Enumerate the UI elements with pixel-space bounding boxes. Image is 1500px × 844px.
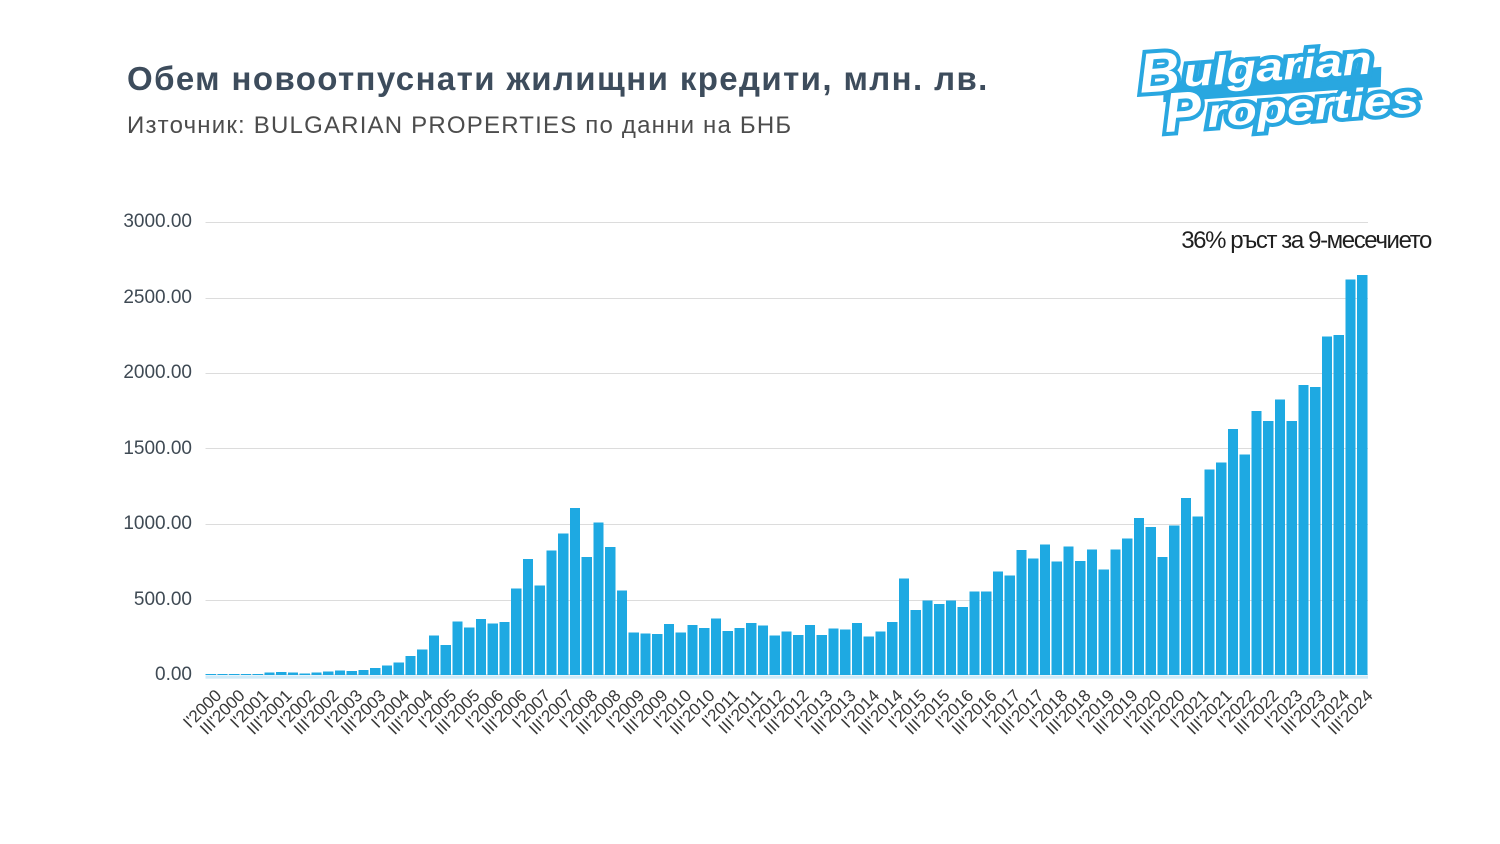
svg-text:ulgarian: ulgarian: [1182, 39, 1374, 96]
svg-text:P: P: [1162, 79, 1204, 144]
svg-text:B: B: [1137, 39, 1182, 105]
